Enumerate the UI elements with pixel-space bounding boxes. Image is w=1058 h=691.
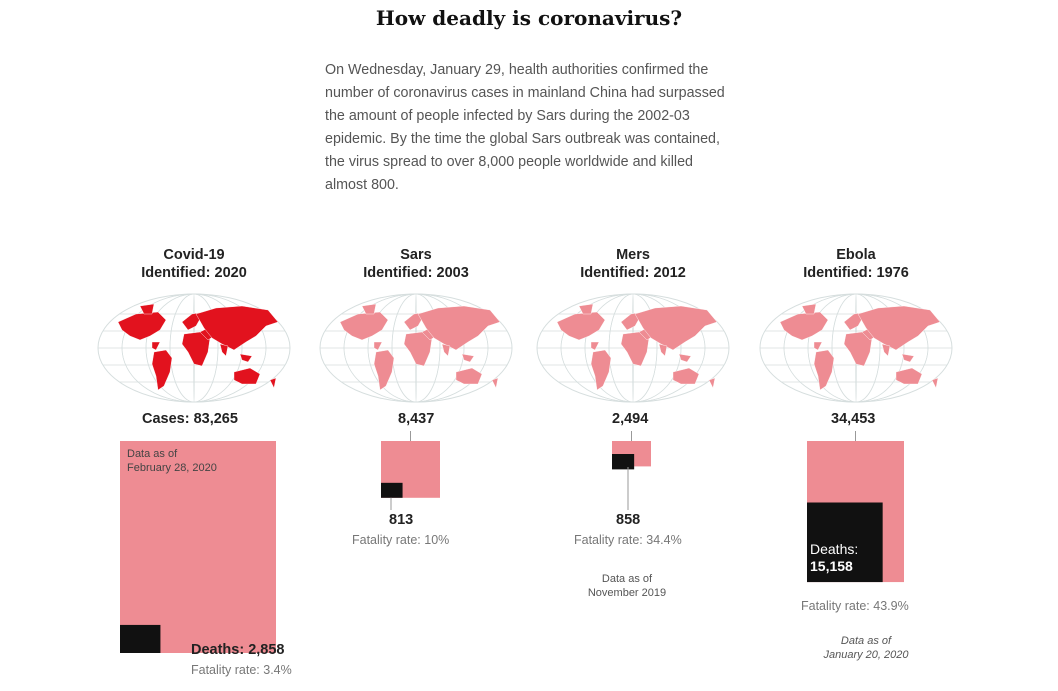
country-shape — [417, 305, 501, 351]
country-shape — [139, 303, 155, 315]
cases-label: 2,494 — [612, 411, 649, 427]
cases-label: Cases: 83,265 — [142, 411, 238, 427]
country-shape — [219, 343, 229, 357]
page-title: How deadly is coronavirus? — [375, 6, 683, 30]
cases-label: 8,437 — [398, 411, 435, 427]
fatality-rate: Fatality rate: 43.9% — [801, 599, 909, 613]
data-date-note: Data as of November 2019 — [587, 573, 667, 599]
deaths-label-title: Deaths: — [810, 541, 859, 557]
country-shape — [658, 343, 668, 357]
data-date-note: Data as of January 20, 2020 — [823, 635, 909, 661]
cases-bar — [120, 441, 276, 653]
world-map — [759, 293, 953, 403]
panel-title: Mers — [616, 247, 650, 263]
graticule-line — [343, 293, 489, 403]
country-shape — [634, 305, 718, 351]
fatality-rate: Fatality rate: 3.4% — [191, 663, 292, 677]
fatality-rate: Fatality rate: 10% — [352, 533, 450, 547]
country-shape — [151, 349, 173, 391]
deaths-label: Deaths: 2,858 — [191, 642, 285, 658]
panel-sars: Sars Identified: 2003 8,437 813 Fatality… — [318, 0, 514, 691]
country-shape — [578, 303, 594, 315]
world-map — [97, 293, 291, 403]
deaths-label: Deaths: 15,158 — [810, 541, 858, 575]
country-shape — [361, 303, 377, 315]
panel-identified: Identified: 2003 — [363, 265, 469, 281]
country-shape — [881, 343, 891, 357]
panel-identified: Identified: 1976 — [803, 265, 909, 281]
country-shape — [931, 377, 939, 389]
country-shape — [195, 305, 279, 351]
country-shape — [269, 377, 277, 389]
country-shape — [239, 353, 253, 363]
country-shape — [895, 367, 923, 385]
country-shape — [678, 353, 692, 363]
country-shape — [373, 349, 395, 391]
fatality-rate: Fatality rate: 34.4% — [574, 533, 682, 547]
country-shape — [590, 341, 600, 351]
graticule-line — [121, 293, 267, 403]
cases-label: 34,453 — [831, 411, 876, 427]
country-shape — [857, 305, 941, 351]
deaths-bar — [120, 624, 161, 653]
data-date-note: Data as of February 28, 2020 — [127, 448, 217, 474]
country-shape — [813, 341, 823, 351]
country-shape — [590, 349, 612, 391]
panel-mers: Mers Identified: 2012 2,494 858 Fatality… — [535, 0, 731, 691]
deaths-bar — [381, 482, 403, 498]
panel-title: Ebola — [836, 247, 876, 263]
country-shape — [491, 377, 499, 389]
country-shape — [151, 341, 161, 351]
panel-title: Sars — [400, 247, 432, 263]
country-shape — [672, 367, 700, 385]
graticule-line — [783, 293, 929, 403]
panel-identified: Identified: 2012 — [580, 265, 686, 281]
country-shape — [708, 377, 716, 389]
world-map — [319, 293, 513, 403]
country-shape — [901, 353, 915, 363]
country-shape — [801, 303, 817, 315]
panel-covid19: Covid-19 Identified: 2020 Cases: 83,265 — [96, 0, 292, 691]
panel-identified: Identified: 2020 — [141, 265, 247, 281]
country-shape — [461, 353, 475, 363]
world-map — [536, 293, 730, 403]
panel-title: Covid-19 — [163, 247, 225, 263]
deaths-label: 858 — [616, 512, 641, 528]
deaths-label: 813 — [389, 512, 414, 528]
deaths-label-value: 15,158 — [810, 558, 853, 574]
country-shape — [441, 343, 451, 357]
graticule-line — [560, 293, 706, 403]
country-shape — [455, 367, 483, 385]
panel-ebola: Ebola Identified: 1976 34,453 Fatality r… — [758, 0, 954, 691]
country-shape — [233, 367, 261, 385]
country-shape — [373, 341, 383, 351]
intro-paragraph: On Wednesday, January 29, health authori… — [325, 62, 725, 193]
deaths-bar — [612, 454, 635, 470]
deaths-bar — [807, 502, 883, 583]
country-shape — [813, 349, 835, 391]
